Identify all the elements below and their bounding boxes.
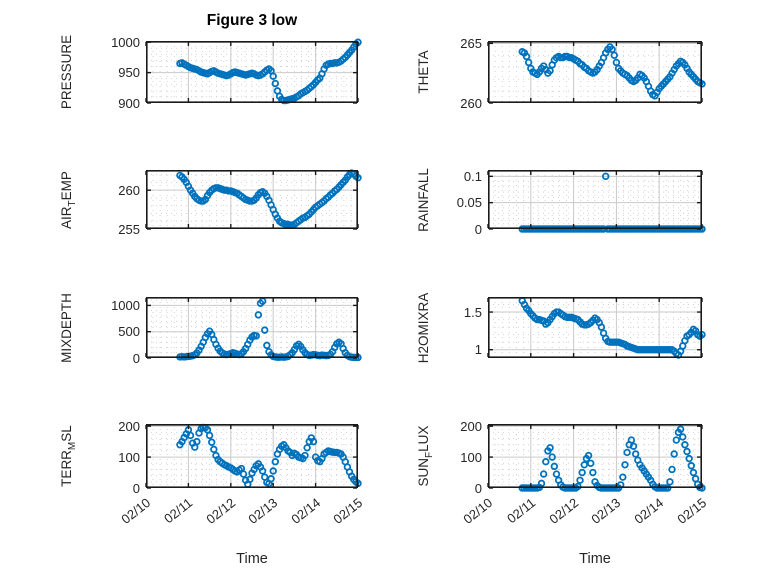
ylabel-subscript: M <box>67 441 78 451</box>
y-tick-label-terr-msl: 100 <box>118 449 140 465</box>
y-axis-label-terr-msl: TERRMSL <box>59 425 78 487</box>
plot-area-terr-msl <box>145 423 362 489</box>
y-axis-label-sun-flux: SUNFLUX <box>416 425 435 487</box>
y-tick-label-sun-flux: 0 <box>474 480 482 496</box>
y-tick-label-mixdepth: 0 <box>132 350 140 366</box>
figure-title: Figure 3 low <box>206 12 298 29</box>
y-tick-label-pressure: 1000 <box>111 34 140 50</box>
y-tick-label-h2omixra: 1.5 <box>463 304 482 320</box>
y-tick-label-pressure: 900 <box>118 95 140 111</box>
y-tick-label-air-temp: 255 <box>118 221 140 237</box>
y-tick-label-theta: 260 <box>460 95 482 111</box>
y-tick-label-mixdepth: 500 <box>118 324 140 340</box>
y-tick-label-sun-flux: 100 <box>460 449 482 465</box>
ylabel-subscript: T <box>67 199 78 206</box>
plot-area-air-temp <box>145 169 362 230</box>
y-tick-label-terr-msl: 200 <box>118 418 140 434</box>
ylabel-subscript: F <box>424 451 435 458</box>
y-tick-label-rainfall: 0 <box>474 221 482 237</box>
y-tick-label-rainfall: 0.05 <box>456 195 482 211</box>
y-tick-label-sun-flux: 200 <box>460 418 482 434</box>
y-tick-label-pressure: 950 <box>118 65 140 81</box>
x-axis-label-left: Time <box>236 551 268 567</box>
plot-area-h2omixra <box>487 297 706 359</box>
plot-area-pressure <box>145 38 362 105</box>
x-axis-label-right: Time <box>579 551 611 567</box>
plot-area-sun-flux <box>487 424 706 492</box>
y-tick-label-air-temp: 260 <box>118 182 140 198</box>
y-tick-label-rainfall: 0.1 <box>463 168 482 184</box>
y-tick-label-terr-msl: 0 <box>132 480 140 496</box>
y-tick-label-mixdepth: 1000 <box>111 297 140 313</box>
plot-area-theta <box>487 41 706 104</box>
plot-area-rainfall <box>487 170 706 233</box>
y-tick-label-theta: 265 <box>460 35 482 51</box>
plot-area-mixdepth <box>145 297 362 362</box>
y-tick-label-h2omixra: 1 <box>474 342 482 358</box>
